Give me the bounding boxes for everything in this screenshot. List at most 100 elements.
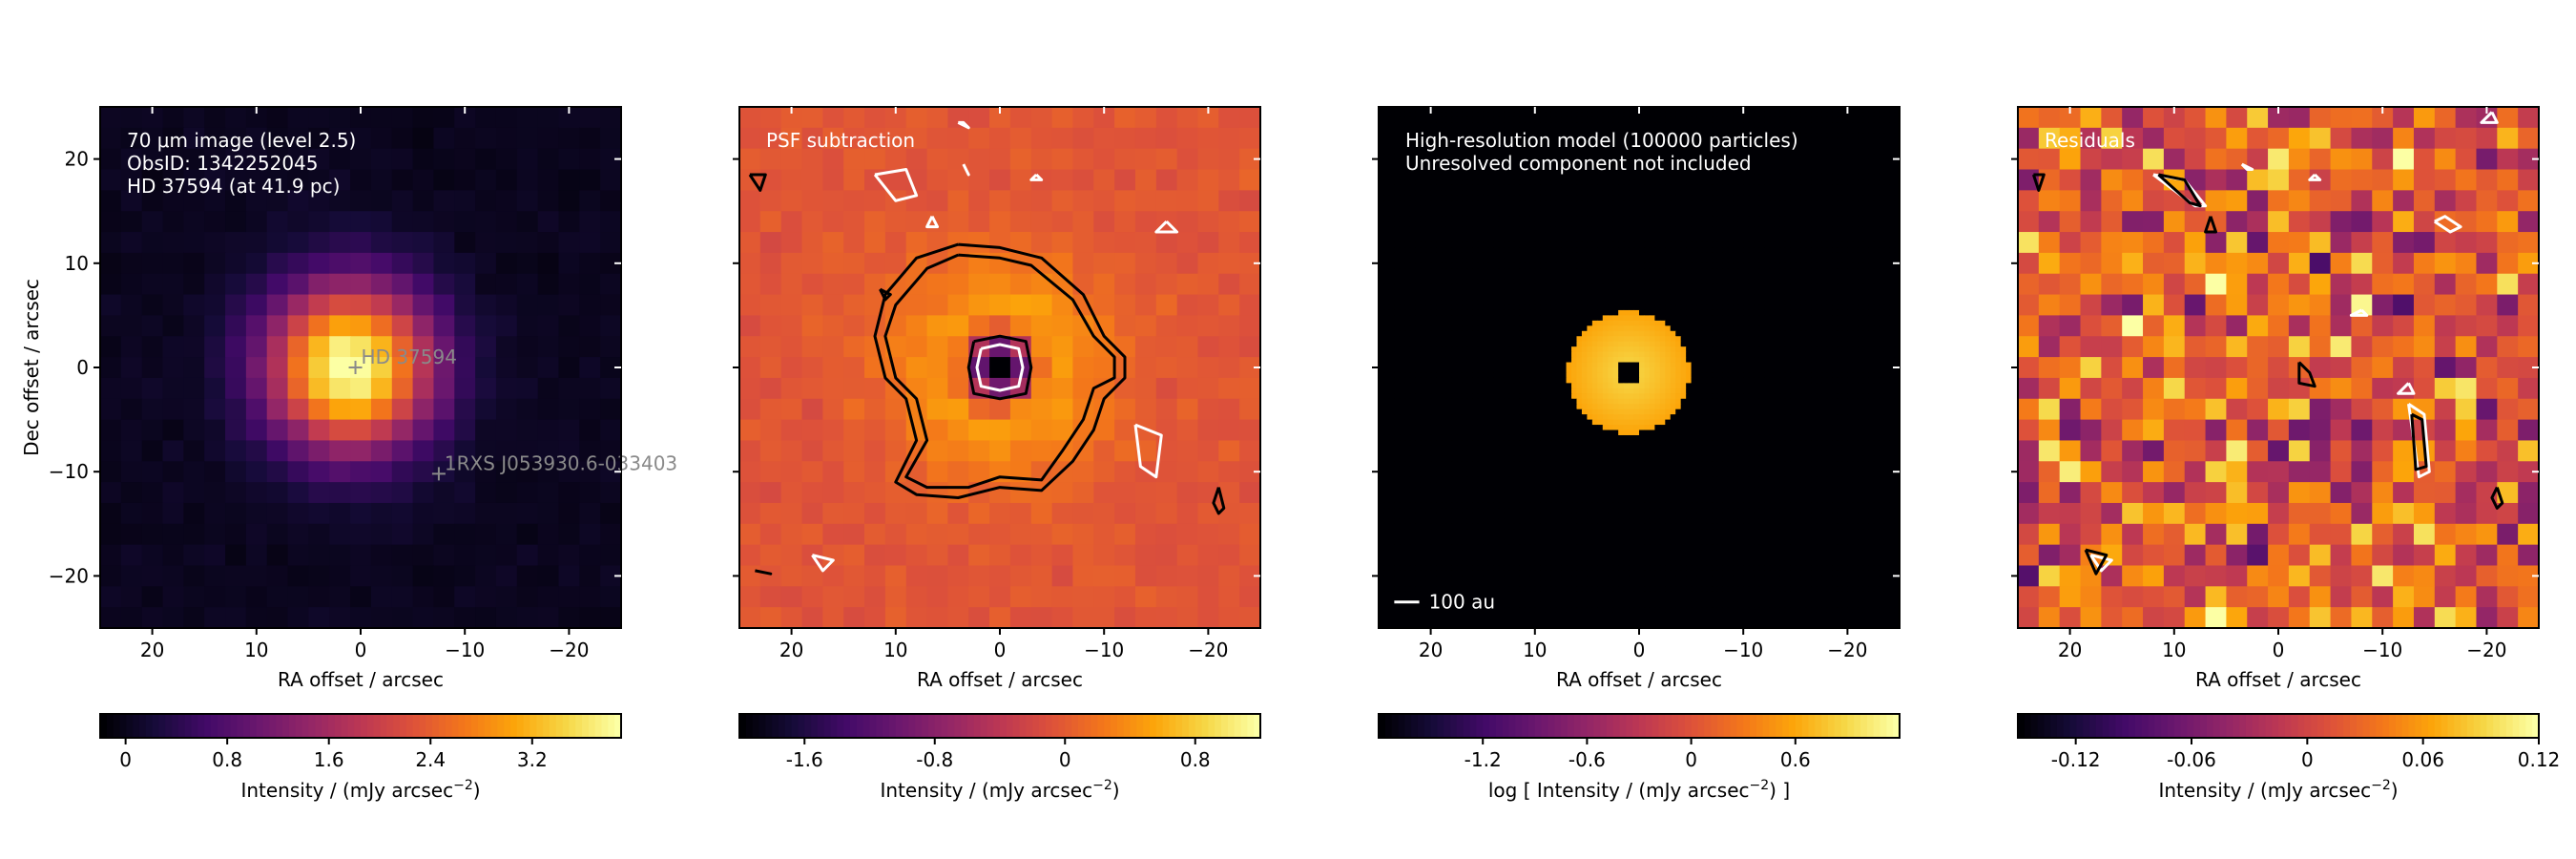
image-pixel bbox=[1009, 190, 1032, 212]
image-pixel bbox=[120, 315, 143, 337]
image-pixel bbox=[1415, 232, 1422, 239]
image-pixel bbox=[1629, 252, 1635, 259]
image-pixel bbox=[1597, 154, 1604, 160]
image-pixel bbox=[1591, 148, 1598, 155]
image-pixel bbox=[1862, 133, 1869, 139]
image-pixel bbox=[1534, 211, 1541, 218]
image-pixel bbox=[1420, 205, 1426, 212]
image-pixel bbox=[1774, 221, 1781, 228]
colorbar-segment bbox=[1130, 714, 1137, 738]
image-pixel bbox=[1555, 169, 1562, 176]
image-pixel bbox=[1420, 195, 1426, 201]
image-pixel bbox=[162, 127, 184, 150]
image-pixel bbox=[1513, 133, 1521, 139]
image-pixel bbox=[1529, 169, 1536, 176]
image-pixel bbox=[120, 482, 143, 504]
image-pixel bbox=[1795, 127, 1801, 134]
image-pixel bbox=[579, 419, 601, 442]
image-pixel bbox=[1550, 232, 1557, 239]
image-pixel bbox=[1456, 169, 1463, 176]
image-pixel bbox=[1633, 122, 1640, 129]
image-pixel bbox=[600, 127, 622, 150]
image-pixel bbox=[1399, 232, 1405, 239]
colorbar-segment bbox=[927, 714, 936, 738]
image-pixel bbox=[1155, 336, 1178, 358]
colorbar-segment bbox=[1182, 714, 1190, 738]
image-pixel bbox=[1868, 133, 1875, 139]
image-pixel bbox=[1571, 137, 1578, 144]
image-pixel bbox=[1508, 169, 1515, 176]
image-pixel bbox=[287, 461, 309, 483]
image-pixel bbox=[1545, 258, 1551, 264]
image-pixel bbox=[412, 315, 435, 337]
image-pixel bbox=[1712, 122, 1718, 129]
image-pixel bbox=[1852, 127, 1859, 134]
image-pixel bbox=[1487, 221, 1494, 228]
image-pixel bbox=[1591, 127, 1598, 134]
image-pixel bbox=[1686, 262, 1693, 269]
image-pixel bbox=[141, 190, 164, 212]
image-pixel bbox=[1545, 268, 1551, 275]
image-pixel bbox=[1587, 283, 1593, 290]
image-pixel bbox=[1816, 237, 1822, 243]
image-pixel bbox=[1691, 137, 1697, 144]
image-pixel bbox=[1483, 107, 1489, 114]
image-pixel bbox=[454, 565, 476, 587]
image-pixel bbox=[1591, 137, 1598, 144]
image-pixel bbox=[1737, 211, 1744, 218]
image-pixel bbox=[1894, 107, 1901, 114]
image-pixel bbox=[1754, 179, 1760, 186]
image-pixel bbox=[1555, 226, 1562, 233]
image-pixel bbox=[1837, 279, 1843, 285]
image-pixel bbox=[516, 461, 539, 483]
colorbar-tick-label: 0 bbox=[1059, 748, 1071, 771]
image-pixel bbox=[1581, 232, 1588, 239]
image-pixel bbox=[1706, 200, 1714, 207]
image-pixel bbox=[926, 398, 948, 421]
image-pixel bbox=[1420, 143, 1426, 150]
image-pixel bbox=[884, 586, 907, 608]
image-pixel bbox=[1550, 116, 1557, 123]
image-pixel bbox=[1504, 232, 1510, 239]
image-pixel bbox=[1727, 268, 1734, 275]
image-pixel bbox=[1696, 148, 1703, 155]
image-pixel bbox=[1602, 174, 1609, 181]
image-pixel bbox=[1566, 205, 1572, 212]
image-pixel bbox=[1472, 247, 1479, 254]
image-pixel bbox=[1716, 154, 1723, 160]
image-pixel bbox=[1379, 258, 1385, 264]
image-pixel bbox=[1784, 221, 1791, 228]
image-pixel bbox=[1659, 241, 1666, 249]
image-pixel bbox=[1608, 184, 1614, 191]
image-pixel bbox=[1436, 273, 1443, 280]
image-pixel bbox=[1754, 116, 1760, 123]
image-pixel bbox=[1483, 137, 1489, 144]
image-pixel bbox=[1889, 211, 1896, 218]
image-pixel bbox=[1743, 258, 1750, 264]
image-pixel bbox=[1784, 226, 1791, 233]
image-pixel bbox=[1534, 216, 1541, 222]
image-pixel bbox=[1602, 268, 1609, 275]
image-pixel bbox=[516, 586, 539, 608]
image-pixel bbox=[120, 440, 143, 462]
image-pixel bbox=[1659, 216, 1666, 222]
image-pixel bbox=[1691, 122, 1697, 129]
image-pixel bbox=[120, 544, 143, 567]
image-pixel bbox=[1691, 174, 1697, 181]
colorbar-segment bbox=[113, 714, 121, 738]
image-pixel bbox=[1894, 164, 1901, 171]
image-pixel bbox=[1816, 137, 1822, 144]
image-pixel bbox=[1009, 440, 1032, 462]
image-pixel bbox=[1659, 154, 1666, 160]
image-pixel bbox=[1561, 190, 1568, 197]
image-pixel bbox=[1847, 241, 1854, 249]
colorbar-segment bbox=[1000, 714, 1008, 738]
image-pixel bbox=[1420, 279, 1426, 285]
image-pixel bbox=[475, 336, 497, 358]
image-pixel bbox=[1591, 241, 1598, 249]
image-pixel bbox=[1493, 200, 1500, 207]
image-pixel bbox=[1623, 137, 1630, 144]
image-pixel bbox=[1466, 241, 1473, 249]
image-pixel bbox=[1430, 232, 1437, 239]
image-pixel bbox=[1837, 179, 1843, 186]
